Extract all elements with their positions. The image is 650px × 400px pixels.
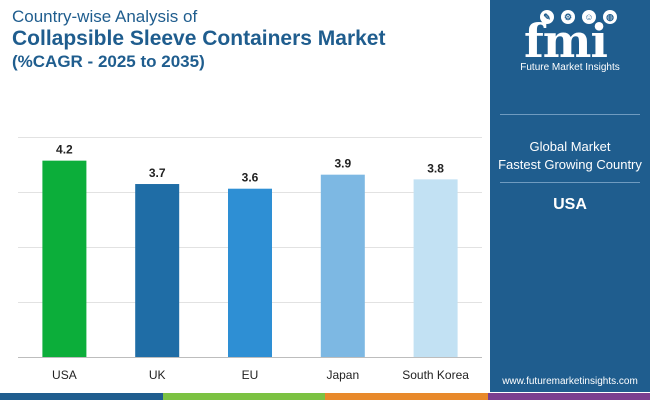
tool-icon: ✎ (540, 10, 554, 24)
panel-divider-top (500, 114, 640, 115)
strip-segment (325, 393, 488, 400)
bar-value-label: 3.9 (334, 157, 351, 171)
x-tick-label: USA (52, 368, 77, 382)
logo-icon-row: ✎ ⚙ ☺ ◍ (540, 10, 617, 24)
bottom-color-strip (0, 393, 650, 400)
bar-japan (320, 174, 365, 357)
bar-uk (135, 184, 180, 357)
bar-value-label: 3.7 (149, 166, 166, 180)
bar-south-korea (413, 179, 458, 357)
globe-icon: ◍ (603, 10, 617, 24)
plot-area: 4.2 USA 3.7 UK 3.6 EU 3.9 Japan 3.8 South Korea (0, 84, 490, 390)
x-tick-label: Japan (326, 368, 359, 382)
x-tick-label: EU (242, 368, 259, 382)
title-line-2: Collapsible Sleeve Containers Market (12, 27, 386, 50)
strip-segment (487, 393, 650, 400)
title-line-1: Country-wise Analysis of (12, 7, 198, 26)
x-tick-label: UK (149, 368, 166, 382)
right-panel: ✎ ⚙ ☺ ◍ fmi Future Market Insights Globa… (490, 0, 650, 392)
chart-title-block: Country-wise Analysis of Collapsible Sle… (12, 6, 482, 73)
x-tick-label: South Korea (402, 368, 469, 382)
bar-value-label: 4.2 (56, 143, 73, 157)
global-market-label: Global Market (529, 139, 611, 154)
logo-letters: fmi (524, 14, 608, 68)
person-icon: ☺ (582, 10, 596, 24)
logo-subtitle: Future Market Insights (520, 62, 620, 73)
fastest-country-value: USA (553, 196, 587, 213)
bar-chart: 4.2 USA 3.7 UK 3.6 EU 3.9 Japan 3.8 South Korea (18, 137, 482, 382)
bar-usa (42, 160, 87, 357)
panel-divider-bottom (500, 182, 640, 183)
strip-segment (0, 393, 163, 400)
fastest-growing-label: Fastest Growing Country (498, 157, 642, 172)
bar-value-label: 3.6 (242, 171, 259, 185)
bar-eu (228, 188, 272, 357)
title-line-3: (%CAGR - 2025 to 2035) (12, 52, 205, 71)
bar-value-label: 3.8 (427, 161, 444, 175)
gear-icon: ⚙ (561, 10, 575, 24)
fmi-logo: ✎ ⚙ ☺ ◍ fmi Future Market Insights (490, 6, 650, 76)
website-link[interactable]: www.futuremarketinsights.com (502, 376, 638, 387)
strip-segment (162, 393, 325, 400)
